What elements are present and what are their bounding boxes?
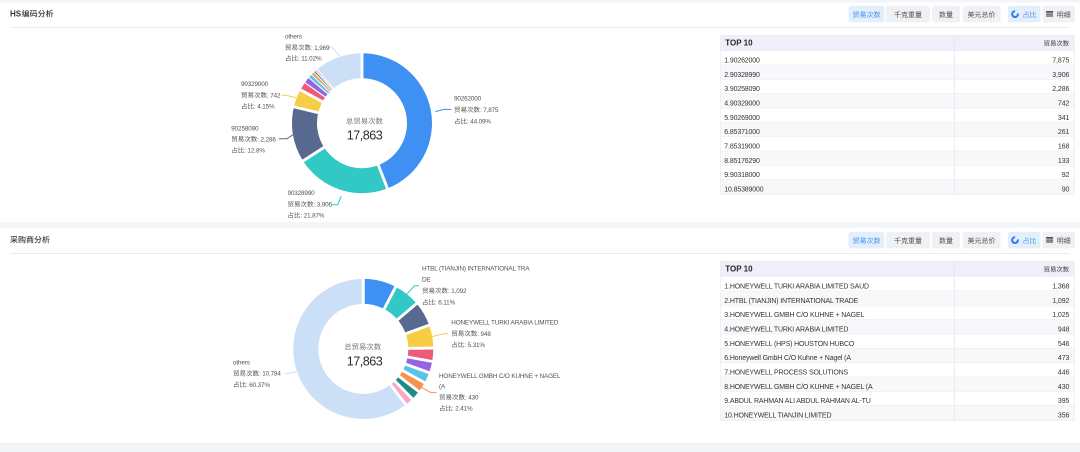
- svg-text:HTBL (TIANJIN) INTERNATIONAL T: HTBL (TIANJIN) INTERNATIONAL TRA: [422, 266, 530, 273]
- svg-text:90328990: 90328990: [288, 190, 316, 197]
- svg-text:: 12.8%: : 12.8%: [244, 148, 265, 155]
- svg-text:: 6.11%: : 6.11%: [435, 300, 456, 307]
- svg-text:HONEYWELL GMBH C/O KUHNE + NAG: HONEYWELL GMBH C/O KUHNE + NAGEL: [439, 373, 561, 380]
- svg-text:: 21.87%: : 21.87%: [301, 213, 325, 220]
- svg-text:: 1,092: : 1,092: [448, 288, 467, 295]
- svg-text:: 3,906: : 3,906: [314, 202, 333, 209]
- svg-text:: 1,969: : 1,969: [311, 45, 330, 52]
- svg-text:261: 261: [1058, 129, 1070, 136]
- svg-text:356: 356: [1058, 413, 1070, 420]
- svg-text:10.HONEYWELL TIANJIN LIMITED: 10.HONEYWELL TIANJIN LIMITED: [724, 413, 831, 420]
- svg-text:: 742: : 742: [267, 92, 281, 99]
- svg-text:1,092: 1,092: [1052, 298, 1069, 305]
- svg-text:8.85176290: 8.85176290: [724, 158, 760, 165]
- svg-text:: 7,875: : 7,875: [480, 107, 499, 114]
- svg-text:8.HONEYWELL GMBH C/O KUHNE + N: 8.HONEYWELL GMBH C/O KUHNE + NAGEL (A: [724, 384, 873, 391]
- svg-text:90: 90: [1062, 187, 1070, 194]
- svg-text:948: 948: [1058, 327, 1070, 334]
- svg-text:others: others: [285, 34, 302, 41]
- svg-text:: 4.15%: : 4.15%: [254, 104, 275, 111]
- svg-text:7,875: 7,875: [1052, 58, 1069, 65]
- svg-text:473: 473: [1058, 355, 1070, 362]
- svg-text:1,368: 1,368: [1052, 284, 1069, 291]
- svg-text:: 44.09%: : 44.09%: [467, 119, 491, 126]
- svg-text:: 10,784: : 10,784: [259, 371, 281, 378]
- svg-text:2,286: 2,286: [1052, 86, 1069, 93]
- svg-text:others: others: [233, 360, 250, 367]
- svg-text:5.HONEYWELL (HPS) HOUSTON HUBC: 5.HONEYWELL (HPS) HOUSTON HUBCO: [724, 341, 855, 348]
- svg-text:90329000: 90329000: [241, 81, 269, 88]
- svg-text:9.ABDUL RAHMAN ALI ABDUL RAHMA: 9.ABDUL RAHMAN ALI ABDUL RAHMAN AL-TU: [724, 398, 871, 405]
- svg-text:HONEYWELL TURKI ARABIA LIMITED: HONEYWELL TURKI ARABIA LIMITED: [451, 320, 559, 327]
- svg-text:168: 168: [1058, 144, 1070, 151]
- svg-text:: 11.02%: : 11.02%: [298, 56, 322, 63]
- svg-text:17,863: 17,863: [347, 129, 383, 143]
- svg-text:1,025: 1,025: [1052, 312, 1069, 319]
- svg-text:: 2,286: : 2,286: [257, 136, 276, 143]
- svg-text:6.85371000: 6.85371000: [724, 129, 760, 136]
- svg-text:9.90318000: 9.90318000: [724, 172, 760, 179]
- svg-text:90262000: 90262000: [454, 96, 482, 103]
- svg-text:: 5.31%: : 5.31%: [464, 342, 485, 349]
- svg-text:17,863: 17,863: [347, 355, 383, 369]
- svg-text:1.HONEYWELL TURKI ARABIA LIMIT: 1.HONEYWELL TURKI ARABIA LIMITED SAUD: [724, 284, 869, 291]
- svg-text:341: 341: [1058, 115, 1070, 122]
- svg-text:(A: (A: [439, 384, 446, 391]
- svg-text:742: 742: [1058, 101, 1070, 108]
- svg-text:TOP 10: TOP 10: [725, 264, 753, 273]
- svg-text:7.HONEYWELL PROCESS SOLUTIONS: 7.HONEYWELL PROCESS SOLUTIONS: [724, 370, 848, 377]
- svg-text:133: 133: [1058, 158, 1070, 165]
- svg-text:3.90258090: 3.90258090: [724, 86, 760, 93]
- svg-text:3,906: 3,906: [1052, 72, 1069, 79]
- svg-text:: 948: : 948: [477, 331, 491, 338]
- svg-text:7.85319000: 7.85319000: [724, 144, 760, 151]
- svg-text:430: 430: [1058, 384, 1070, 391]
- svg-text:6.Honeywell GmbH C/O Kuhne + N: 6.Honeywell GmbH C/O Kuhne + Nagel (A: [724, 355, 851, 362]
- svg-text:446: 446: [1058, 370, 1070, 377]
- svg-text:4.90329000: 4.90329000: [724, 101, 760, 108]
- svg-text:5.90269000: 5.90269000: [724, 115, 760, 122]
- svg-text:4.HONEYWELL TURKI ARABIA LIMIT: 4.HONEYWELL TURKI ARABIA LIMITED: [724, 327, 848, 334]
- svg-text:: 2.41%: : 2.41%: [452, 406, 473, 413]
- svg-text:1.90262000: 1.90262000: [724, 58, 760, 65]
- svg-text:395: 395: [1058, 398, 1070, 405]
- svg-text:TOP 10: TOP 10: [725, 38, 753, 47]
- svg-text:92: 92: [1062, 172, 1070, 179]
- svg-text:546: 546: [1058, 341, 1070, 348]
- svg-text:2.HTBL (TIANJIN) INTERNATIONAL: 2.HTBL (TIANJIN) INTERNATIONAL TRADE: [724, 298, 858, 305]
- svg-text:3.HONEYWELL GMBH C/O KUHNE + N: 3.HONEYWELL GMBH C/O KUHNE + NAGEL: [724, 312, 864, 319]
- svg-text:10.85389000: 10.85389000: [724, 187, 763, 194]
- svg-text:: 60.37%: : 60.37%: [246, 382, 270, 389]
- svg-text:HS: HS: [10, 10, 22, 19]
- svg-text:2.90328990: 2.90328990: [724, 72, 760, 79]
- svg-text:: 430: : 430: [465, 395, 479, 402]
- svg-text:DE: DE: [422, 277, 431, 284]
- svg-text:90258090: 90258090: [231, 126, 259, 133]
